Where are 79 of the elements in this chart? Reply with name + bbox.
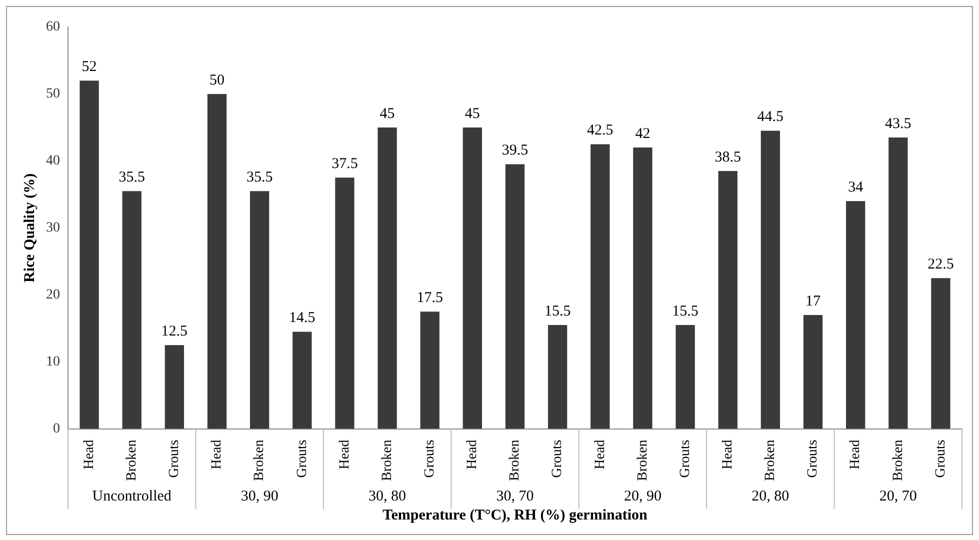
x-tick-label: Grouts [933, 440, 948, 478]
data-label: 42 [635, 126, 650, 142]
bar [803, 314, 823, 429]
x-tick-label: Broken [380, 440, 395, 482]
y-tick-label: 0 [53, 421, 60, 436]
data-label: 15.5 [544, 303, 571, 320]
text: 30, 80 [368, 488, 406, 505]
x-tick-label: Head [720, 440, 736, 470]
bar [590, 144, 610, 429]
bar [718, 170, 738, 429]
x-tick-label: Grouts [550, 440, 566, 478]
x-tick-label: Head [82, 440, 97, 470]
data-label: 35.5 [118, 170, 145, 186]
x-tick-label: Head [337, 440, 352, 470]
bar [378, 127, 397, 429]
data-label: 50 [210, 72, 224, 88]
data-label: 37.5 [332, 156, 358, 172]
y-tick-label: 30 [46, 220, 60, 236]
bar [548, 324, 568, 429]
x-tick-label: Head [465, 440, 480, 470]
x-tick-label: Grouts [806, 440, 821, 478]
data-label: 43.5 [885, 116, 912, 132]
x-tick-label: Broken [252, 440, 268, 482]
text: 30, 90 [240, 488, 278, 505]
data-label: 22.5 [928, 256, 954, 273]
y-tick-label: 60 [46, 20, 60, 35]
bar [676, 324, 695, 429]
data-label: 35.5 [246, 170, 273, 186]
x-tick-label: Grouts [422, 440, 438, 478]
data-label: 38.5 [714, 149, 741, 166]
bar [846, 201, 866, 429]
data-label: 52 [82, 59, 97, 76]
text: 20, 90 [624, 488, 662, 505]
x-tick-label: Broken [124, 440, 140, 482]
bar [888, 137, 908, 429]
data-label: 17 [806, 293, 821, 310]
bar [633, 148, 652, 429]
data-label: 12.5 [161, 324, 188, 340]
data-label: 17.5 [416, 290, 443, 306]
y-axis-title: Rice Quality (%) [22, 173, 38, 282]
bar [164, 345, 184, 429]
x-tick-label: Head [848, 440, 864, 470]
bar [462, 127, 482, 429]
text: 30, 70 [496, 488, 534, 505]
bar [505, 164, 525, 429]
x-tick-label: Grouts [678, 440, 693, 478]
x-tick-label: Head [210, 440, 225, 470]
x-tick-label: Broken [763, 440, 778, 482]
data-label: 39.5 [502, 142, 528, 159]
x-tick-label: Head [592, 440, 608, 470]
text: Uncontrolled [92, 488, 172, 505]
x-tick-label: Broken [508, 440, 523, 482]
bar [335, 178, 354, 429]
x-tick-label: Broken [635, 440, 650, 482]
x-tick-label: Grouts [167, 440, 182, 478]
data-label: 44.5 [757, 109, 784, 126]
y-tick-label: 50 [46, 86, 60, 102]
bar [80, 80, 99, 429]
data-label: 15.5 [672, 303, 698, 320]
bar [292, 332, 312, 429]
text: 20, 80 [752, 488, 790, 505]
bar [122, 191, 142, 429]
y-tick-label: 40 [46, 154, 60, 169]
y-tick-label: 20 [46, 288, 60, 303]
data-label: 42.5 [587, 122, 614, 139]
data-label: 34 [848, 180, 864, 196]
x-tick-label: Grouts [294, 440, 310, 478]
bar [207, 94, 227, 429]
bar [760, 130, 780, 429]
x-tick-label: Broken [890, 440, 906, 482]
bar [420, 312, 440, 429]
data-label: 14.5 [289, 310, 316, 326]
x-axis-title: Temperature (T°C), RH (%) germination [382, 508, 648, 524]
data-label: 45 [380, 106, 395, 122]
bar [250, 191, 270, 429]
bar [931, 278, 950, 429]
data-label: 45 [464, 106, 480, 122]
text: 20, 70 [879, 488, 917, 505]
y-tick-label: 10 [46, 354, 60, 370]
